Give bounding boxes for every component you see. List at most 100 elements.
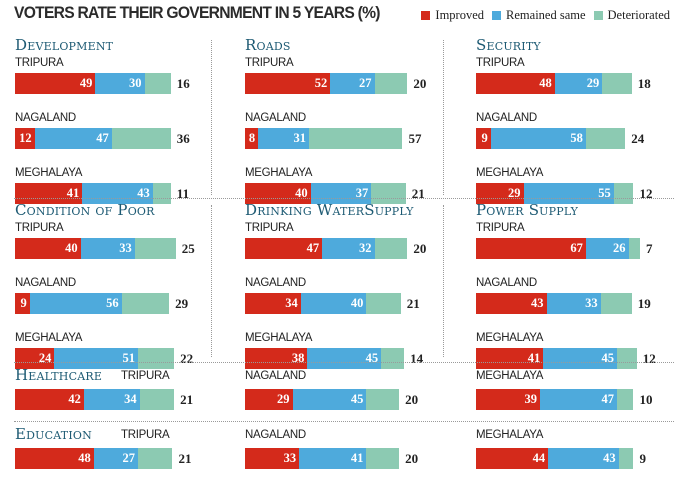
bar-segment-remained-same: 40 [300, 293, 367, 314]
bar-segment-deteriorated [366, 448, 400, 469]
data-label-deteriorated: 12 [639, 186, 653, 201]
stacked-bar-drinking-watersupply-nagaland: 34 40 [245, 293, 401, 314]
divider [14, 421, 674, 422]
divider [443, 40, 444, 195]
data-label: 27 [122, 451, 135, 465]
data-label-deteriorated: 20 [405, 451, 419, 466]
data-label-deteriorated: 20 [405, 392, 419, 407]
state-label: NAGALAND [245, 112, 306, 124]
data-label-deteriorated: 21 [411, 186, 425, 201]
bar-segment-deteriorated [602, 73, 632, 94]
bar-segment-improved: 29 [245, 389, 293, 410]
bar-segment-deteriorated [617, 389, 634, 410]
data-label: 45 [350, 392, 364, 406]
data-label: 34 [124, 392, 137, 406]
bar-segment-remained-same: 33 [80, 238, 135, 259]
bar-segment-improved: 49 [15, 73, 96, 94]
state-label: NAGALAND [245, 370, 306, 382]
bar-segment-deteriorated [585, 128, 626, 149]
data-label-deteriorated: 11 [176, 186, 190, 201]
stacked-bar-education-tripura: 48 27 [15, 448, 173, 469]
bar-segment-deteriorated [374, 73, 408, 94]
data-label-deteriorated: 19 [637, 296, 651, 311]
data-label: 43 [531, 296, 544, 310]
state-label: TRIPURA [15, 57, 64, 69]
stacked-bar-education-nagaland: 33 41 [245, 448, 400, 469]
bar-segment-remained-same: 56 [29, 293, 122, 314]
bar-segment-deteriorated [134, 238, 176, 259]
bar-segment-deteriorated [152, 183, 171, 204]
data-label: 8 [248, 131, 256, 145]
state-label: TRIPURA [15, 222, 64, 234]
state-label: MEGHALAYA [15, 167, 83, 179]
bar-segment-deteriorated [139, 389, 175, 410]
state-label: TRIPURA [121, 370, 170, 382]
state-label: NAGALAND [476, 112, 537, 124]
data-label-deteriorated: 16 [176, 76, 190, 91]
bar-segment-remained-same: 33 [546, 293, 601, 314]
data-label: 49 [79, 76, 93, 90]
bar-segment-remained-same: 29 [554, 73, 603, 94]
stacked-bar-condition-of-poor-nagaland: 9 56 [15, 293, 170, 314]
legend-swatch-deteriorated [593, 11, 603, 20]
bar-segment-remained-same: 27 [93, 448, 138, 469]
stacked-bar-condition-of-poor-meghalaya: 24 51 [15, 348, 175, 369]
data-label: 44 [532, 451, 546, 465]
stacked-bar-drinking-watersupply-tripura: 47 32 [245, 238, 408, 259]
state-label: MEGHALAYA [245, 332, 313, 344]
data-label: 67 [570, 241, 583, 255]
stacked-bar-healthcare-nagaland: 29 45 [245, 389, 400, 410]
data-label: 39 [524, 392, 537, 406]
data-label-deteriorated: 20 [413, 241, 427, 256]
data-label: 37 [355, 186, 369, 200]
bar-segment-improved: 43 [476, 293, 547, 314]
state-label: MEGHALAYA [476, 429, 544, 441]
data-label-deteriorated: 14 [410, 351, 424, 366]
stacked-bar-development-tripura: 49 30 [15, 73, 171, 94]
data-label-deteriorated: 7 [646, 241, 653, 256]
data-label-deteriorated: 24 [631, 131, 645, 146]
bar-segment-deteriorated [121, 293, 170, 314]
divider [443, 205, 444, 357]
legend-swatch-remained-same [492, 11, 502, 20]
state-label: NAGALAND [15, 112, 76, 124]
data-label: 34 [285, 296, 298, 310]
stacked-bar-security-tripura: 48 29 [476, 73, 632, 94]
data-label: 55 [598, 186, 611, 200]
stacked-bar-drinking-watersupply-meghalaya: 38 45 [245, 348, 405, 369]
bar-segment-remained-same: 47 [539, 389, 618, 410]
data-label: 33 [283, 451, 297, 465]
data-label: 29 [586, 76, 600, 90]
bar-segment-improved: 33 [245, 448, 300, 469]
state-label: TRIPURA [121, 429, 170, 441]
data-label: 33 [585, 296, 598, 310]
bar-segment-improved: 41 [476, 348, 544, 369]
bar-segment-deteriorated [600, 293, 632, 314]
bar-segment-deteriorated [381, 348, 405, 369]
data-label-deteriorated: 57 [408, 131, 422, 146]
bar-segment-deteriorated [111, 128, 171, 149]
data-label-deteriorated: 21 [178, 451, 192, 466]
data-label-deteriorated: 18 [637, 76, 651, 91]
data-label: 41 [527, 351, 541, 365]
state-label: MEGHALAYA [476, 370, 544, 382]
data-label: 51 [122, 351, 135, 365]
stacked-bar-condition-of-poor-tripura: 40 33 [15, 238, 176, 259]
state-label: NAGALAND [245, 429, 306, 441]
data-label: 32 [359, 241, 372, 255]
stacked-bar-power-supply-nagaland: 43 33 [476, 293, 632, 314]
stacked-bar-power-supply-tripura: 67 26 [476, 238, 640, 259]
data-label: 56 [106, 296, 119, 310]
data-label: 41 [350, 451, 364, 465]
data-label: 40 [350, 296, 364, 310]
panel-title-drinking-watersupply: Drinking WaterSupply [245, 201, 414, 219]
bar-segment-improved: 39 [476, 389, 540, 410]
data-label: 27 [359, 76, 372, 90]
data-label: 43 [603, 451, 616, 465]
bar-segment-improved: 48 [15, 448, 94, 469]
legend: Improved Remained same Deteriorated [413, 8, 670, 23]
stacked-bar-healthcare-tripura: 42 34 [15, 389, 175, 410]
stacked-bar-development-nagaland: 12 47 [15, 128, 171, 149]
data-label: 48 [539, 76, 552, 90]
data-label: 41 [66, 186, 80, 200]
